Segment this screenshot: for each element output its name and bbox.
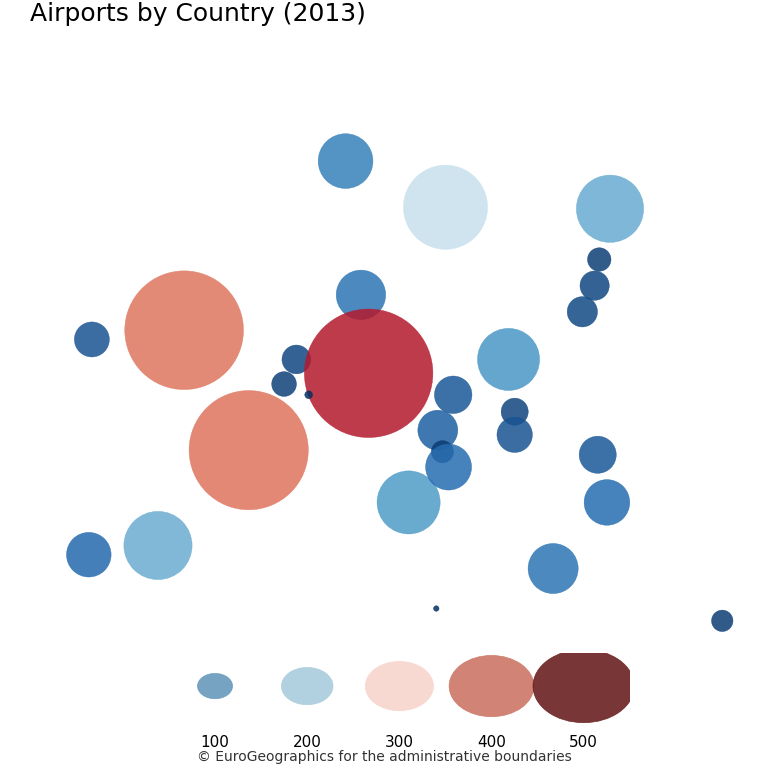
- Circle shape: [272, 372, 296, 396]
- Text: 400: 400: [477, 735, 506, 750]
- Circle shape: [197, 674, 233, 699]
- Circle shape: [281, 667, 333, 705]
- Circle shape: [336, 270, 386, 319]
- Text: Airports by Country (2013): Airports by Country (2013): [30, 2, 366, 26]
- Text: 300: 300: [385, 735, 414, 750]
- Circle shape: [189, 391, 308, 510]
- Circle shape: [124, 271, 243, 389]
- Circle shape: [711, 610, 733, 631]
- Circle shape: [584, 479, 630, 525]
- Circle shape: [433, 606, 439, 611]
- Circle shape: [282, 345, 311, 374]
- Circle shape: [502, 398, 528, 425]
- Circle shape: [432, 441, 453, 463]
- Circle shape: [318, 134, 373, 188]
- Circle shape: [528, 544, 578, 594]
- Circle shape: [305, 391, 313, 399]
- Circle shape: [576, 175, 644, 243]
- Circle shape: [580, 271, 609, 300]
- Circle shape: [418, 410, 458, 450]
- Circle shape: [377, 471, 440, 534]
- Circle shape: [579, 436, 616, 473]
- Circle shape: [568, 296, 598, 327]
- Circle shape: [304, 309, 433, 438]
- Circle shape: [497, 417, 532, 452]
- Text: 100: 100: [200, 735, 230, 750]
- Circle shape: [366, 661, 433, 710]
- Text: © EuroGeographics for the administrative boundaries: © EuroGeographics for the administrative…: [197, 750, 571, 764]
- Circle shape: [478, 329, 540, 390]
- Circle shape: [124, 511, 192, 580]
- Circle shape: [425, 444, 472, 490]
- Circle shape: [403, 165, 488, 250]
- Circle shape: [67, 532, 111, 577]
- Circle shape: [449, 655, 534, 717]
- Circle shape: [435, 376, 472, 414]
- Circle shape: [588, 248, 611, 271]
- Text: 200: 200: [293, 735, 322, 750]
- Circle shape: [533, 650, 634, 723]
- Circle shape: [74, 322, 109, 357]
- Text: 500: 500: [569, 735, 598, 750]
